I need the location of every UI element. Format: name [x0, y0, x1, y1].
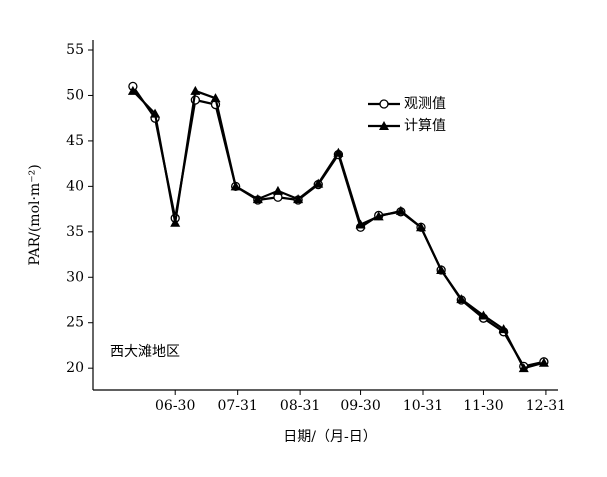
- x-tick-label: 11-30: [463, 398, 503, 414]
- marker: [538, 357, 549, 367]
- marker: [293, 194, 304, 204]
- marker: [313, 178, 324, 188]
- marker: [127, 85, 138, 95]
- legend-marker: [379, 121, 389, 130]
- marker: [456, 294, 467, 304]
- annotation: 西大滩地区: [110, 344, 180, 360]
- x-tick-label: 08-31: [280, 398, 320, 414]
- x-tick-label: 09-30: [340, 398, 380, 414]
- marker: [478, 310, 489, 320]
- y-tick-label: 20: [66, 360, 84, 376]
- y-tick-label: 35: [66, 224, 84, 240]
- legend-label: 观测值: [404, 96, 446, 112]
- y-tick-label: 45: [66, 133, 84, 149]
- x-tick-label: 07-31: [217, 398, 257, 414]
- y-tick-label: 55: [66, 42, 84, 58]
- series-line: [131, 85, 545, 368]
- y-axis-label: PAR/(mol·m⁻²): [27, 164, 43, 265]
- legend-marker: [379, 99, 389, 109]
- marker: [415, 222, 426, 232]
- legend-label: 计算值: [404, 118, 446, 134]
- marker: [210, 93, 221, 103]
- marker: [333, 147, 344, 157]
- x-tick-label: 06-30: [155, 398, 195, 414]
- marker: [252, 194, 263, 204]
- marker: [373, 211, 384, 221]
- series-line: [132, 89, 545, 370]
- marker: [230, 181, 241, 191]
- marker: [395, 205, 406, 215]
- x-tick-label: 12-31: [526, 398, 566, 414]
- marker: [150, 108, 161, 118]
- x-axis-label: 日期/（月-日）: [283, 429, 376, 445]
- marker: [498, 324, 509, 334]
- y-tick-label: 25: [66, 315, 84, 331]
- y-tick-label: 40: [66, 178, 84, 194]
- marker: [436, 265, 447, 274]
- marker: [170, 217, 181, 227]
- marker: [272, 185, 283, 195]
- marker: [355, 219, 366, 229]
- marker: [518, 363, 529, 373]
- x-tick-label: 10-31: [403, 398, 443, 414]
- y-tick-label: 30: [66, 269, 84, 285]
- marker: [190, 85, 201, 95]
- y-tick-label: 50: [66, 87, 84, 103]
